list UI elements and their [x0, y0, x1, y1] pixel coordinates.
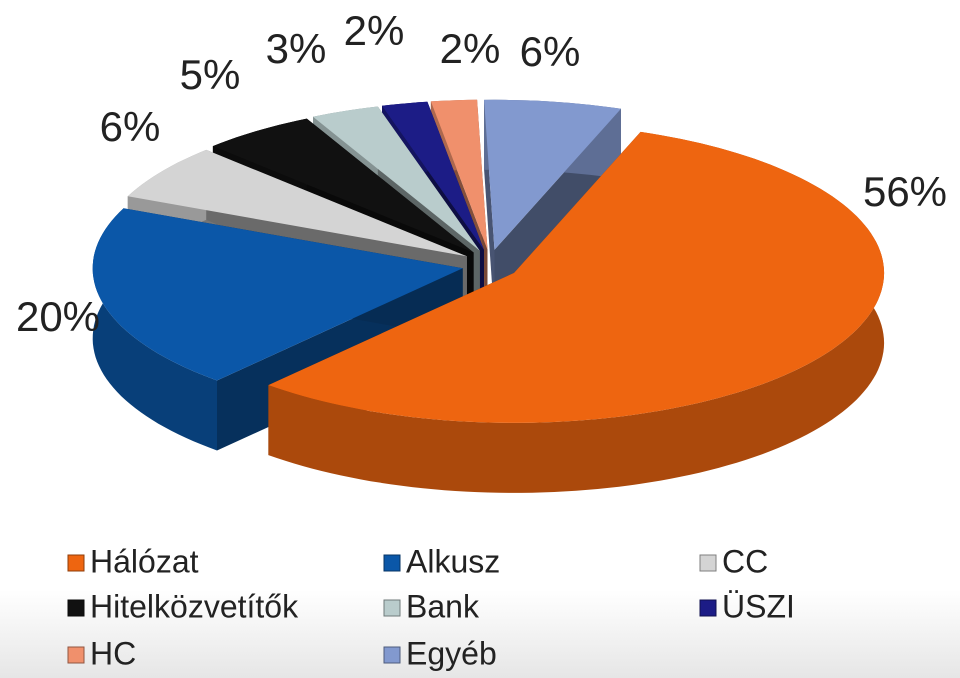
legend-swatch — [383, 646, 401, 664]
legend-label: Hálózat — [90, 543, 199, 579]
slice-wall — [268, 131, 885, 493]
value-label: 56% — [863, 168, 947, 215]
value-label: 3% — [266, 25, 327, 72]
value-label: 20% — [16, 293, 100, 340]
slice — [313, 106, 480, 251]
slice — [92, 208, 463, 381]
slice — [268, 131, 885, 423]
legend-label: CC — [722, 543, 768, 579]
slice-wall — [92, 208, 217, 451]
slice — [484, 99, 621, 250]
legend-label: HC — [90, 635, 136, 671]
slice — [127, 149, 467, 257]
value-label: 2% — [440, 25, 501, 72]
legend-label: Bank — [406, 588, 480, 624]
value-label: 6% — [100, 103, 161, 150]
legend-swatch — [67, 599, 85, 617]
legend-swatch — [67, 554, 85, 572]
legend-swatch — [699, 599, 717, 617]
legend-swatch — [383, 599, 401, 617]
slice-tops — [92, 99, 885, 423]
slice — [430, 99, 488, 250]
background-band — [0, 590, 960, 678]
slice — [382, 101, 484, 250]
slice — [212, 118, 474, 253]
value-label: 5% — [180, 51, 241, 98]
legend-label: Hitelközvetítők — [90, 588, 299, 624]
value-label: 6% — [520, 28, 581, 75]
legend-swatch — [699, 554, 717, 572]
legend-label: Egyéb — [406, 635, 497, 671]
legend-swatch — [383, 554, 401, 572]
legend-label: Alkusz — [406, 543, 500, 579]
legend-swatch — [67, 646, 85, 664]
value-label: 2% — [344, 7, 405, 54]
legend-label: ÜSZI — [722, 588, 795, 624]
